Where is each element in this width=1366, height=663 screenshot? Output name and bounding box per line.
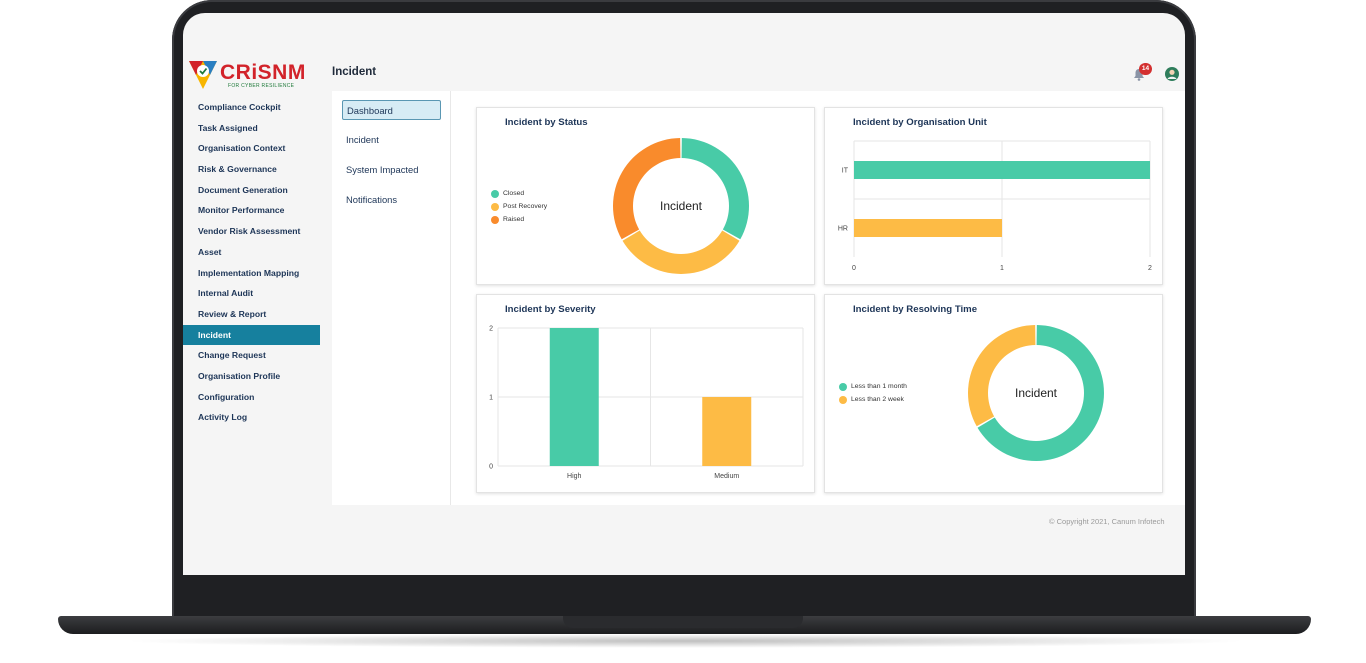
incident-by-status-card: Incident by Status Closed Post Recovery … bbox=[476, 107, 815, 285]
sidebar-item-asset[interactable]: Asset bbox=[198, 246, 222, 257]
chart-title: Incident by Organisation Unit bbox=[853, 117, 987, 128]
legend-swatch bbox=[491, 202, 499, 211]
y-tick-label: 1 bbox=[489, 395, 493, 402]
bar-it[interactable] bbox=[854, 161, 1150, 179]
bar-medium[interactable] bbox=[702, 397, 752, 466]
x-tick-label: 1 bbox=[1000, 265, 1004, 272]
y-tick-label: IT bbox=[842, 168, 849, 175]
footer-copyright: © Copyright 2021, Canum Infotech bbox=[1049, 517, 1165, 526]
sidebar-item-monitor-performance[interactable]: Monitor Performance bbox=[198, 205, 285, 216]
legend-label: Raised bbox=[503, 216, 525, 223]
chart-title: Incident by Status bbox=[505, 117, 588, 128]
incident-by-org-unit-card: Incident by Organisation Unit 0 1 2 IT HR bbox=[824, 107, 1163, 285]
resolving-slice-0[interactable] bbox=[977, 325, 1104, 461]
org-unit-bar-chart: 0 1 2 IT HR bbox=[838, 140, 1152, 272]
subnav-notifications[interactable]: Notifications bbox=[346, 194, 398, 205]
laptop-shadow bbox=[120, 634, 1250, 648]
subnav-incident[interactable]: Incident bbox=[346, 134, 379, 145]
legend-item-closed[interactable]: Closed bbox=[491, 187, 547, 200]
donut-center-label: Incident bbox=[1015, 386, 1058, 400]
logo-tagline: FOR CYBER RESILIENCE bbox=[228, 83, 295, 89]
resolving-time-donut-chart: Incident bbox=[968, 325, 1104, 461]
shield-logo-icon bbox=[189, 61, 217, 89]
status-slice-2[interactable] bbox=[613, 138, 681, 240]
donut-center-label: Incident bbox=[660, 199, 703, 213]
x-tick-label: 0 bbox=[852, 265, 856, 272]
app-screen: CRiSNM FOR CYBER RESILIENCE Compliance C… bbox=[183, 13, 1185, 575]
y-tick-label: 2 bbox=[489, 326, 493, 333]
sidebar-item-implementation-mapping[interactable]: Implementation Mapping bbox=[198, 267, 300, 278]
sub-navigation: Dashboard Incident System Impacted Notif… bbox=[332, 91, 451, 505]
sidebar-item-activity-log[interactable]: Activity Log bbox=[198, 412, 248, 423]
sidebar: Compliance Cockpit Task Assigned Organis… bbox=[183, 97, 320, 428]
incident-by-severity-card: Incident by Severity 0 1 2 High Medium bbox=[476, 294, 815, 493]
x-tick-label: 2 bbox=[1148, 265, 1152, 272]
content-panel: Dashboard Incident System Impacted Notif… bbox=[332, 91, 1185, 505]
sidebar-item-organisation-context[interactable]: Organisation Context bbox=[198, 143, 286, 154]
legend-item-less-than-1-month[interactable]: Less than 1 month bbox=[839, 380, 907, 393]
status-slice-0[interactable] bbox=[681, 138, 749, 240]
sidebar-item-configuration[interactable]: Configuration bbox=[198, 391, 255, 402]
chart-legend: Less than 1 month Less than 2 week bbox=[839, 380, 907, 406]
subnav-dashboard[interactable]: Dashboard bbox=[342, 100, 441, 120]
logo-text: CRiSNM bbox=[220, 61, 306, 84]
legend-item-less-than-2-week[interactable]: Less than 2 week bbox=[839, 393, 907, 406]
legend-item-raised[interactable]: Raised bbox=[491, 213, 547, 226]
chart-title: Incident by Severity bbox=[505, 304, 596, 315]
y-tick-label: HR bbox=[838, 226, 848, 233]
bar-hr[interactable] bbox=[854, 219, 1002, 237]
subnav-system-impacted[interactable]: System Impacted bbox=[346, 164, 419, 175]
sidebar-item-internal-audit[interactable]: Internal Audit bbox=[198, 288, 254, 299]
legend-swatch bbox=[839, 395, 847, 404]
chart-legend: Closed Post Recovery Raised bbox=[491, 187, 547, 226]
legend-label: Less than 1 month bbox=[851, 383, 907, 390]
legend-swatch bbox=[491, 189, 499, 198]
incident-by-resolving-time-card: Incident by Resolving Time Less than 1 m… bbox=[824, 294, 1163, 493]
legend-item-post-recovery[interactable]: Post Recovery bbox=[491, 200, 547, 213]
sidebar-item-task-assigned[interactable]: Task Assigned bbox=[198, 122, 258, 133]
sidebar-item-compliance-cockpit[interactable]: Compliance Cockpit bbox=[198, 102, 281, 112]
severity-bar-chart: 0 1 2 High Medium bbox=[489, 326, 804, 480]
x-tick-label: High bbox=[567, 473, 582, 480]
sidebar-item-document-generation[interactable]: Document Generation bbox=[198, 184, 288, 195]
legend-swatch bbox=[491, 215, 499, 224]
legend-label: Closed bbox=[503, 190, 525, 197]
status-slice-1[interactable] bbox=[622, 230, 740, 274]
bar-high[interactable] bbox=[549, 328, 599, 466]
app-logo[interactable]: CRiSNM FOR CYBER RESILIENCE bbox=[186, 57, 306, 93]
resolving-slice-1[interactable] bbox=[968, 325, 1036, 427]
chart-title: Incident by Resolving Time bbox=[853, 304, 978, 315]
legend-label: Post Recovery bbox=[503, 203, 548, 210]
x-tick-label: Medium bbox=[714, 473, 739, 480]
page-title: Incident bbox=[332, 66, 377, 78]
user-avatar-icon[interactable] bbox=[1165, 67, 1179, 81]
notification-count-badge: 14 bbox=[1139, 63, 1152, 75]
sidebar-item-organisation-profile[interactable]: Organisation Profile bbox=[198, 370, 281, 381]
sidebar-item-change-request[interactable]: Change Request bbox=[198, 350, 266, 361]
sidebar-item-vendor-risk-assessment[interactable]: Vendor Risk Assessment bbox=[198, 226, 301, 237]
sidebar-item-risk-governance[interactable]: Risk & Governance bbox=[198, 164, 277, 175]
sidebar-item-incident[interactable]: Incident bbox=[183, 324, 320, 346]
status-donut-chart: Incident bbox=[613, 138, 749, 274]
legend-label: Less than 2 week bbox=[851, 396, 904, 403]
sidebar-item-review-report[interactable]: Review & Report bbox=[198, 308, 267, 319]
legend-swatch bbox=[839, 382, 847, 391]
y-tick-label: 0 bbox=[489, 464, 493, 471]
laptop-notch bbox=[563, 616, 803, 628]
